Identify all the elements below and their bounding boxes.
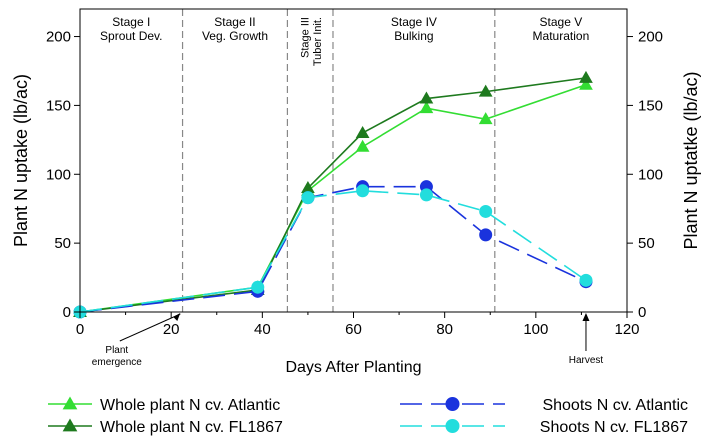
y-tick-label-left: 100 — [46, 166, 71, 183]
legend-label: Whole plant N cv. Atlantic — [100, 397, 280, 414]
data-point — [355, 125, 370, 138]
stage-label-line2: Veg. Growth — [202, 29, 268, 43]
stage-label-3: Stage IIITuber Init. — [300, 17, 325, 66]
data-point — [301, 191, 315, 205]
data-point — [579, 77, 593, 90]
annotation-arrowhead — [173, 313, 181, 321]
y-axis-label-left: Plant N uptake (lb/ac) — [11, 74, 31, 247]
data-point — [478, 84, 493, 97]
legend-marker — [445, 419, 460, 433]
legend-label: Shoots N cv. Atlantic — [542, 397, 688, 414]
y-tick-label-left: 150 — [46, 97, 71, 114]
data-point — [579, 70, 593, 83]
series-layer — [73, 70, 593, 319]
x-tick-label: 120 — [614, 321, 639, 338]
annotation-text: Harvest — [569, 355, 604, 366]
stage-label-line2: Tuber Init. — [312, 17, 324, 66]
annotation-text: emergence — [92, 357, 142, 368]
data-point — [579, 273, 593, 287]
plot-frame — [79, 8, 628, 313]
data-point — [251, 280, 265, 294]
stage-label-line1: Stage II — [214, 15, 255, 29]
x-tick-label: 20 — [163, 321, 180, 338]
legend-marker — [62, 396, 78, 410]
annotation-text: Plant — [105, 345, 128, 356]
data-point — [419, 91, 434, 104]
x-tick-label: 60 — [345, 321, 362, 338]
stage-label-line2: Sprout Dev. — [100, 29, 162, 43]
legend-item-2: Shoots N cv. Atlantic — [400, 397, 688, 414]
y-tick-label-right: 200 — [638, 29, 663, 46]
y-tick-label-left: 50 — [54, 235, 71, 252]
x-axis: 0 20 40 60 80 100 120 — [76, 312, 640, 338]
y-tick-label-left: 200 — [46, 29, 71, 46]
y-axis-left: 0 50 100 150 200 — [46, 29, 80, 321]
y-tick-label-right: 100 — [638, 166, 663, 183]
data-point — [419, 101, 434, 114]
stage-label-text: Stage IIITuber Init. — [300, 17, 325, 66]
series-3 — [73, 184, 593, 319]
data-point — [355, 139, 370, 152]
annotation-arrowhead — [582, 313, 590, 321]
stage-label-line1: Stage IV — [391, 15, 437, 29]
x-tick-label: 0 — [76, 321, 84, 338]
legend-item-3: Shoots N cv. FL1867 — [400, 419, 688, 436]
stage-label-line1: Stage I — [112, 15, 150, 29]
stage-label-line2: Maturation — [533, 29, 590, 43]
data-point — [419, 188, 433, 202]
x-tick-label: 40 — [254, 321, 271, 338]
legend: Whole plant N cv. Atlantic Whole plant N … — [48, 396, 688, 436]
stage-label-line1: Stage V — [540, 15, 583, 29]
data-point — [479, 228, 493, 242]
legend-marker — [445, 397, 460, 411]
annotation-arrow — [119, 313, 181, 342]
y-tick-label-right: 0 — [638, 304, 646, 321]
annotation-1: Harvest — [569, 313, 604, 366]
y-axis-label-right: Plant N uptatke (lb/ac) — [681, 71, 701, 249]
data-point — [478, 112, 493, 125]
legend-label: Whole plant N cv. FL1867 — [100, 419, 283, 436]
data-point — [356, 184, 370, 198]
series-line — [79, 185, 587, 313]
x-axis-label: Days After Planting — [285, 359, 421, 376]
stage-label-line1: Stage III — [300, 17, 312, 58]
legend-label: Shoots N cv. FL1867 — [540, 419, 688, 436]
legend-marker — [62, 418, 78, 432]
legend-item-0: Whole plant N cv. Atlantic — [48, 396, 280, 414]
y-tick-label-right: 50 — [638, 235, 655, 252]
y-axis-right: 0 50 100 150 200 — [627, 29, 663, 321]
x-tick-label: 100 — [523, 321, 548, 338]
data-point — [479, 204, 493, 218]
legend-item-1: Whole plant N cv. FL1867 — [48, 418, 283, 436]
y-tick-label-right: 150 — [638, 97, 663, 114]
y-tick-label-left: 0 — [63, 304, 71, 321]
x-tick-label: 80 — [436, 321, 453, 338]
stage-label-line2: Bulking — [394, 29, 433, 43]
